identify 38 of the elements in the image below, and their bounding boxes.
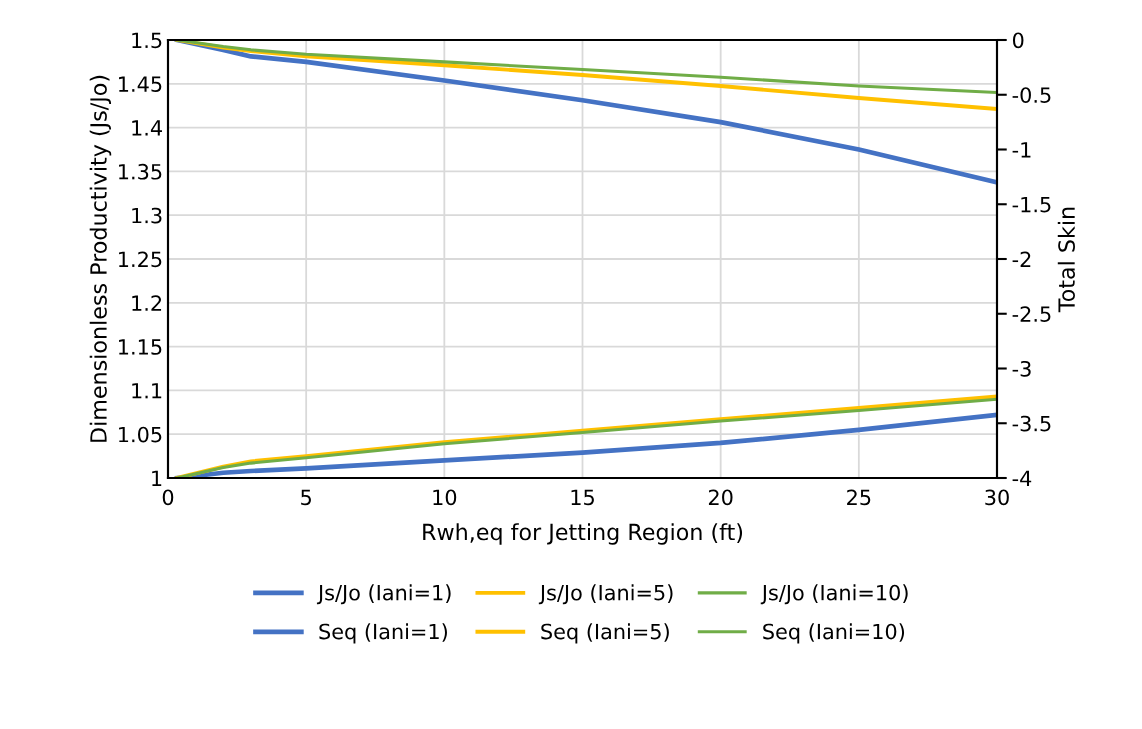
y2-tick-label: -2 [1012,251,1031,267]
x-tick-label: 0 [162,489,174,506]
y-tick-label: 1.1 [132,383,162,399]
y-tick-label: 1.3 [132,207,162,224]
y-axis-title: Dimensionless Productivity (Js/Jo) [89,75,112,442]
y2-axis-title: Total Skin [1057,207,1075,313]
y-tick-label: 1.4 [132,120,162,136]
x-tick-label: 25 [847,489,871,506]
y-tick-label: 1.2 [132,295,162,311]
y2-tick-label: 0 [1012,32,1024,49]
x-tick-label: 15 [571,489,594,506]
legend-label: Js/Jo (Iani=5) [538,584,673,605]
y2-tick-label: -1.5 [1012,196,1051,213]
y2-tick-label: -1 [1012,142,1031,158]
legend-label: Js/Jo (Iani=10) [760,584,908,605]
y-tick-label: 1 [152,470,162,486]
y-tick-label: 1.35 [119,163,162,180]
y-tick-label: 1.15 [119,339,162,355]
y-tick-label: 1.25 [119,251,162,268]
y2-tick-label: -2.5 [1012,306,1051,322]
y2-tick-label: -4 [1012,470,1032,486]
x-axis-title: Rwh,eq for Jetting Region (ft) [423,523,743,545]
y2-tick-label: -3.5 [1012,415,1051,432]
x-tick-label: 30 [985,489,1009,506]
y-tick-label: 1.05 [119,426,162,443]
y2-tick-label: -0.5 [1012,87,1051,103]
x-tick-label: 5 [301,489,311,506]
line-series [175,40,997,95]
legend-label: Seq (Iani=1) [319,623,447,644]
y-tick-label: 1.45 [119,76,162,93]
x-tick-label: 10 [433,489,457,506]
x-tick-label: 20 [708,489,733,506]
y-tick-label: 1.5 [132,32,162,49]
legend-label: Js/Jo (Iani=1) [316,584,451,605]
legend-label: Seq (Iani=5) [541,623,669,644]
legend-label: Seq (Iani=10) [763,623,905,644]
y2-tick-label: -3 [1012,360,1031,377]
line-series [174,40,997,185]
